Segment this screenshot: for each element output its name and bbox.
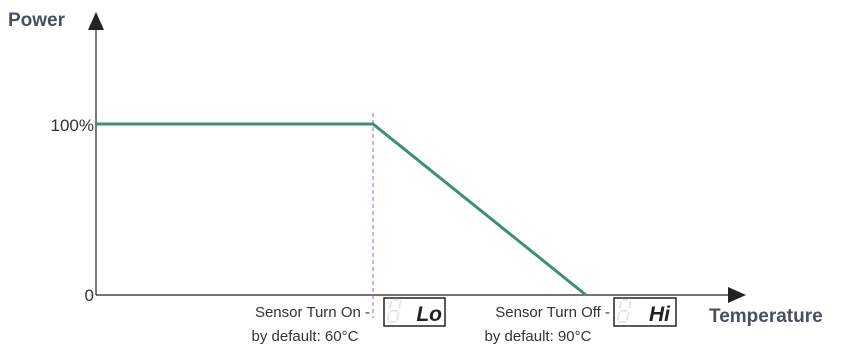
power-series-line <box>96 122 587 297</box>
sensor-on-display: Lo <box>383 297 446 327</box>
y-axis-arrow-icon <box>88 12 104 30</box>
y-axis-title: Power <box>8 10 66 31</box>
y-tick-label-0: 0 <box>85 286 94 305</box>
sensor-off-display-value: Hi <box>649 303 671 326</box>
sensor-off-label-line2: by default: 90°C <box>485 328 592 345</box>
sensor-on-label-line1: Sensor Turn On - <box>255 304 370 321</box>
sensor-off-display: Hi <box>613 297 677 327</box>
sensor-on-display-value: Lo <box>416 303 442 326</box>
sensor-on-label-line2: by default: 60°C <box>252 328 359 345</box>
sensor-off-label-line1: Sensor Turn Off - <box>495 304 610 321</box>
x-axis-title: Temperature <box>709 306 823 327</box>
x-axis-arrow-icon <box>728 287 746 303</box>
y-tick-label-100: 100% <box>51 116 94 135</box>
